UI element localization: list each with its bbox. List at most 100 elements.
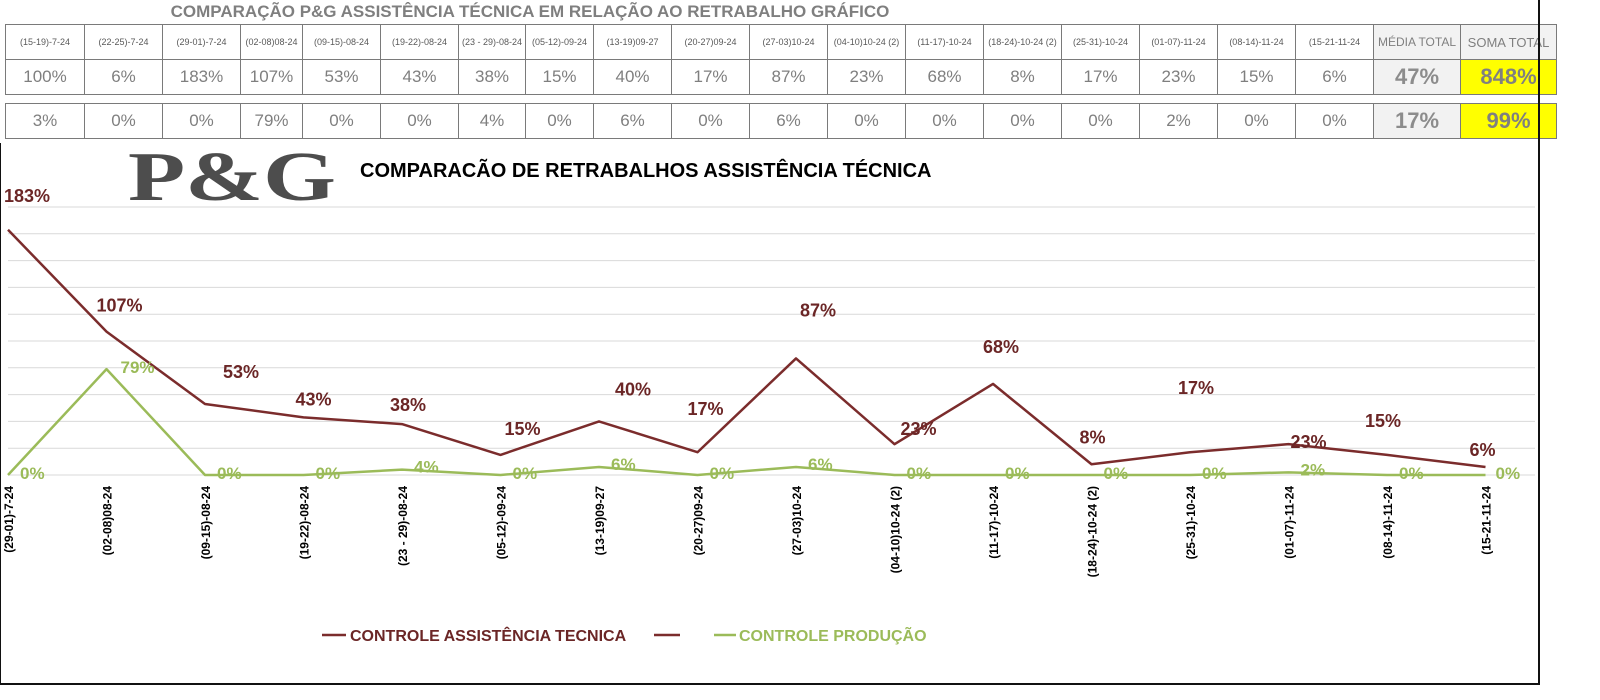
data-label-producao: 0% <box>20 464 45 483</box>
data-label-assistencia: 23% <box>1291 432 1327 452</box>
data-label-producao: 4% <box>414 458 439 477</box>
x-tick-label: (01-07)-11-24 <box>1283 486 1297 559</box>
pg-logo: P&G <box>128 139 336 216</box>
header-media-cell: MÉDIA TOTAL <box>1373 24 1461 60</box>
header-cell: (19-22)-08-24 <box>380 24 459 60</box>
data-label-producao: 6% <box>808 455 833 474</box>
x-tick-label: (05-12)-09-24 <box>495 486 509 560</box>
value-cell: 15% <box>1217 59 1296 95</box>
data-label-assistencia: 183% <box>4 186 50 206</box>
header-cell: (27-03)10-24 <box>749 24 828 60</box>
data-label-producao: 0% <box>1005 464 1030 483</box>
value-cell: 43% <box>380 59 459 95</box>
data-label-assistencia: 8% <box>1080 427 1106 447</box>
value-cell: 53% <box>302 59 381 95</box>
data-label-producao: 0% <box>710 464 735 483</box>
data-label-producao: 0% <box>1104 464 1129 483</box>
value-cell: 0% <box>983 103 1062 139</box>
value-cell: 6% <box>84 59 163 95</box>
row-gap <box>0 95 1540 102</box>
x-tick-label: (23 - 29)-08-24 <box>396 486 410 566</box>
media-total-cell: 47% <box>1373 59 1461 95</box>
legend-label-producao: CONTROLE PRODUÇÃO <box>739 625 927 645</box>
header-row: (15-19)-7-24 (22-25)-7-24 (29-01)-7-24 (02-… <box>5 24 1557 60</box>
value-cell: 0% <box>1295 103 1374 139</box>
series-line-assistencia <box>7 228 1486 469</box>
data-label-assistencia: 53% <box>223 362 259 382</box>
data-label-assistencia: 15% <box>1365 411 1401 431</box>
chart-title: COMPARACÃO DE RETRABALHOS ASSISTÊNCIA TÉ… <box>360 158 932 182</box>
x-tick-label: (04-10)10-24 (2) <box>889 486 903 573</box>
header-cell: (25-31)-10-24 <box>1061 24 1140 60</box>
sheet-title: COMPARAÇÃO P&G ASSISTÊNCIA TÉCNICA EM RE… <box>170 2 890 21</box>
x-tick-label: (09-15)-08-24 <box>199 486 213 560</box>
pg-logo-text: P&G <box>128 139 336 216</box>
value-cell: 183% <box>162 59 241 95</box>
data-label-producao: 2% <box>1301 460 1326 479</box>
soma-total-cell: 99% <box>1460 103 1557 139</box>
value-cell: 6% <box>1295 59 1374 95</box>
frame-right <box>1538 0 1540 684</box>
x-tick-label: (29-01)-7-24 <box>2 486 16 553</box>
x-tick-label: (13-19)09-27 <box>593 486 607 556</box>
value-cell: 6% <box>593 103 672 139</box>
header-cell: (15-19)-7-24 <box>5 24 85 60</box>
data-label-producao: 0% <box>1496 464 1521 483</box>
value-cell: 0% <box>905 103 984 139</box>
value-cell: 38% <box>458 59 526 95</box>
soma-total-cell: 848% <box>1460 59 1557 95</box>
frame-left <box>0 143 1 684</box>
data-label-assistencia: 17% <box>688 399 724 419</box>
data-label-producao: 0% <box>1202 464 1227 483</box>
data-label-assistencia: 40% <box>615 379 651 399</box>
value-cell: 0% <box>1217 103 1296 139</box>
value-cell: 0% <box>162 103 241 139</box>
value-cell: 0% <box>525 103 594 139</box>
x-tick-label: (27-03)10-24 <box>790 486 804 556</box>
x-tick-label: (20-27)09-24 <box>692 486 706 556</box>
value-cell: 0% <box>302 103 381 139</box>
value-cell: 0% <box>827 103 906 139</box>
value-cell: 0% <box>84 103 163 139</box>
data-label-producao: 79% <box>121 358 155 377</box>
value-cell: 3% <box>5 103 85 139</box>
data-label-assistencia: 38% <box>390 395 426 415</box>
x-tick-label: (08-14)-11-24 <box>1381 486 1395 559</box>
chart-legend: CONTROLE ASSISTÊNCIA TECNICA CONTROLE PRO… <box>322 625 927 645</box>
data-label-assistencia: 17% <box>1178 378 1214 398</box>
data-label-producao: 0% <box>513 464 538 483</box>
legend-label-assistencia: CONTROLE ASSISTÊNCIA TECNICA <box>350 626 627 645</box>
data-label-producao: 0% <box>316 464 341 483</box>
value-cell: 15% <box>525 59 594 95</box>
data-label-assistencia: 15% <box>505 419 541 439</box>
x-tick-label: (19-22)-08-24 <box>298 486 312 560</box>
header-cell: (18-24)-10-24 (2) <box>983 24 1062 60</box>
data-label-producao: 0% <box>907 464 932 483</box>
value-cell: 2% <box>1139 103 1218 139</box>
header-soma-cell: SOMA TOTAL <box>1460 24 1557 60</box>
header-cell: (11-17)-10-24 <box>905 24 984 60</box>
data-label-producao: 0% <box>1399 464 1424 483</box>
value-row-producao: 3% 0% 0% 79% 0% 0% 4% 0% 6% 0% 6% 0% 0% 0% 0% 2% 0% 0% 17%… <box>5 103 1557 139</box>
media-total-cell: 17% <box>1373 103 1461 139</box>
data-label-producao: 6% <box>611 455 636 474</box>
data-label-assistencia: 68% <box>983 337 1019 357</box>
data-label-assistencia: 23% <box>901 419 937 439</box>
x-tick-label: (11-17)-10-24 <box>987 486 1001 559</box>
value-cell: 0% <box>380 103 459 139</box>
x-tick-label: (02-08)08-24 <box>101 486 115 556</box>
value-cell: 0% <box>671 103 750 139</box>
value-cell: 0% <box>1061 103 1140 139</box>
series-line-producao <box>7 367 1486 477</box>
data-label-producao: 0% <box>217 464 242 483</box>
series-lines <box>7 228 1486 477</box>
header-cell: (22-25)-7-24 <box>84 24 163 60</box>
header-cell: (05-12)-09-24 <box>525 24 594 60</box>
header-cell: (29-01)-7-24 <box>162 24 241 60</box>
data-label-assistencia: 107% <box>97 296 143 316</box>
data-label-assistencia: 87% <box>800 300 836 320</box>
value-cell: 8% <box>983 59 1062 95</box>
data-labels: 183% 107% 53% 43% 38% 15% 40% 17% 87% 23% 68% 8% 17%… <box>4 186 1520 483</box>
value-cell: 4% <box>458 103 526 139</box>
